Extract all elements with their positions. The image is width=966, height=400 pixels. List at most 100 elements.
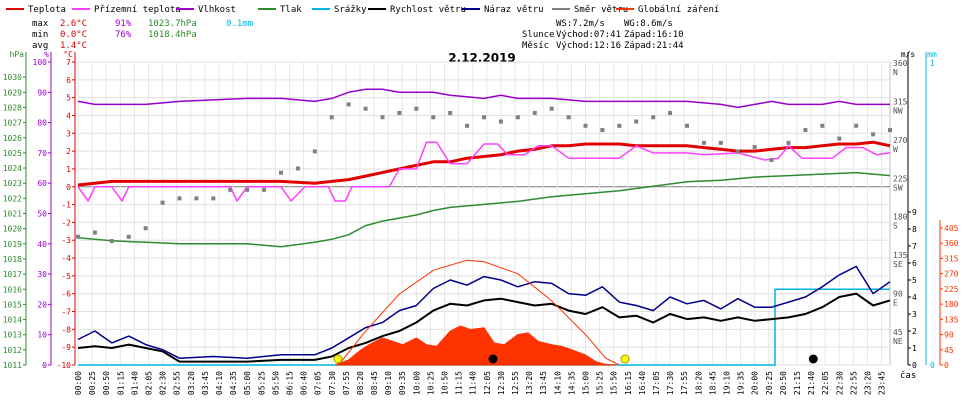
legend-label-2: Vlhkost xyxy=(198,5,236,15)
series-direction-point xyxy=(380,115,385,120)
temperature-tick-label: -3 xyxy=(61,236,71,245)
x-tick-label: 20:25 xyxy=(765,371,774,395)
x-tick-label: 07:05 xyxy=(314,371,323,395)
series-direction-point xyxy=(769,157,774,162)
direction-tick-value: 135 xyxy=(893,251,908,260)
x-tick-label: 15:00 xyxy=(582,371,591,395)
series-direction-point xyxy=(329,115,334,120)
series-direction-point xyxy=(143,226,148,231)
series-direction-point xyxy=(718,140,723,145)
series-p-zemn-teplota xyxy=(77,141,891,202)
x-tick-label: 03:45 xyxy=(201,371,210,395)
series-direction-point xyxy=(685,123,689,128)
temperature-tick-label: 0 xyxy=(66,183,71,192)
x-tick-label: 05:50 xyxy=(271,371,280,395)
direction-tick-value: 270 xyxy=(893,136,908,145)
pressure-tick-label: 1021 xyxy=(3,210,22,219)
pressure-tick-label: 1014 xyxy=(3,316,22,325)
series-direction-point xyxy=(295,166,300,171)
radiation-tick-label: 45 xyxy=(944,346,954,355)
direction-tick-label: NE xyxy=(893,337,903,346)
series-direction-point xyxy=(160,200,165,205)
series-radiation-area xyxy=(334,325,616,366)
stat-max-hum: 91% xyxy=(115,19,132,29)
info-moon-set: Západ:21:44 xyxy=(624,41,684,51)
humidity-tick-label: 0 xyxy=(42,361,47,370)
stat-max-temp: 2.6°C xyxy=(60,19,87,29)
x-tick-label: 01:40 xyxy=(130,371,139,395)
radiation-tick-label: 270 xyxy=(944,270,959,279)
humidity-axis-unit: % xyxy=(44,50,49,59)
series-direction-point xyxy=(668,110,673,115)
series-direction-point xyxy=(651,115,656,120)
legend-label-8: Globální záření xyxy=(638,5,719,15)
pressure-tick-label: 1027 xyxy=(3,119,22,128)
x-tick-label: 21:15 xyxy=(793,371,802,395)
series-direction-point xyxy=(177,196,182,201)
legend-label-1: Přízemní teplota xyxy=(94,5,181,15)
series-vlhkost xyxy=(77,88,890,109)
direction-tick-value: 90 xyxy=(893,290,903,299)
series-direction-point xyxy=(245,187,250,192)
stat-max-rain: 0.1mm xyxy=(226,19,253,29)
x-tick-label: 02:05 xyxy=(144,371,153,395)
x-tick-label: 21:40 xyxy=(807,371,816,395)
pressure-tick-label: 1022 xyxy=(3,194,22,203)
pressure-tick-label: 1013 xyxy=(3,331,22,340)
direction-tick-label: SW xyxy=(893,183,903,192)
series-direction-point xyxy=(888,128,892,133)
x-tick-label: 01:15 xyxy=(116,371,125,395)
info-ws: WS:7.2m/s xyxy=(556,19,605,29)
series-direction-point xyxy=(363,106,368,111)
radiation-tick-label: 360 xyxy=(944,239,959,248)
direction-tick-value: 315 xyxy=(893,97,908,106)
humidity-tick-label: 100 xyxy=(33,58,48,67)
x-tick-label: 18:45 xyxy=(708,371,717,395)
legend: Teplota Přízemní teplota Vlhkost Tlak Srážky… xyxy=(6,5,719,15)
humidity-tick-label: 50 xyxy=(37,210,47,219)
wind-tick-label: 6 xyxy=(912,259,917,268)
markers xyxy=(333,354,818,364)
x-tick-label: 00:00 xyxy=(74,371,83,395)
humidity-tick-label: 70 xyxy=(37,149,47,158)
stat-max-press: 1023.7hPa xyxy=(148,19,197,29)
direction-tick-label: SE xyxy=(893,260,903,269)
radiation-tick-label: 315 xyxy=(944,254,959,263)
x-tick-label: 12:30 xyxy=(497,371,506,395)
series-direction-point xyxy=(803,128,808,133)
legend-label-5: Rychlost větru xyxy=(390,5,466,15)
direction-tick-value: 225 xyxy=(893,174,908,183)
humidity-tick-label: 80 xyxy=(37,119,47,128)
x-tick-label: 10:50 xyxy=(441,371,450,395)
info-moon-label: Měsíc xyxy=(522,41,549,51)
series-direction-point xyxy=(109,239,114,244)
direction-tick-value: 360 xyxy=(893,59,908,68)
series-direction-point xyxy=(211,196,216,201)
x-tick-label: 08:20 xyxy=(356,371,365,395)
direction-tick-label: S xyxy=(893,222,898,231)
series-direction-point xyxy=(431,115,436,120)
stat-min-hum: 76% xyxy=(115,30,132,40)
x-tick-label: 23:20 xyxy=(863,371,872,395)
temperature-tick-label: -10 xyxy=(57,361,72,370)
x-tick-label: 18:20 xyxy=(694,371,703,395)
x-tick-label: 12:55 xyxy=(511,371,520,395)
direction-tick-label: E xyxy=(893,299,898,308)
legend-label-0: Teplota xyxy=(28,5,66,15)
pressure-axis-unit: hPa xyxy=(10,50,25,59)
wind-tick-label: 2 xyxy=(912,327,917,336)
series-direction-point xyxy=(397,110,402,115)
x-tick-label: 10:00 xyxy=(412,371,421,395)
series-rychlost-v-tru xyxy=(77,292,891,363)
x-tick-label: 12:05 xyxy=(483,371,492,395)
series-tlak xyxy=(77,171,891,248)
temperature-tick-label: 7 xyxy=(66,58,71,67)
x-tick-label: 11:15 xyxy=(455,371,464,395)
moonset-marker xyxy=(808,354,818,364)
pressure-tick-label: 1024 xyxy=(3,164,22,173)
x-tick-label: 20:50 xyxy=(779,371,788,395)
x-tick-label: 14:35 xyxy=(567,371,576,395)
direction-tick-label: N xyxy=(893,68,898,77)
pressure-tick-label: 1017 xyxy=(3,270,22,279)
